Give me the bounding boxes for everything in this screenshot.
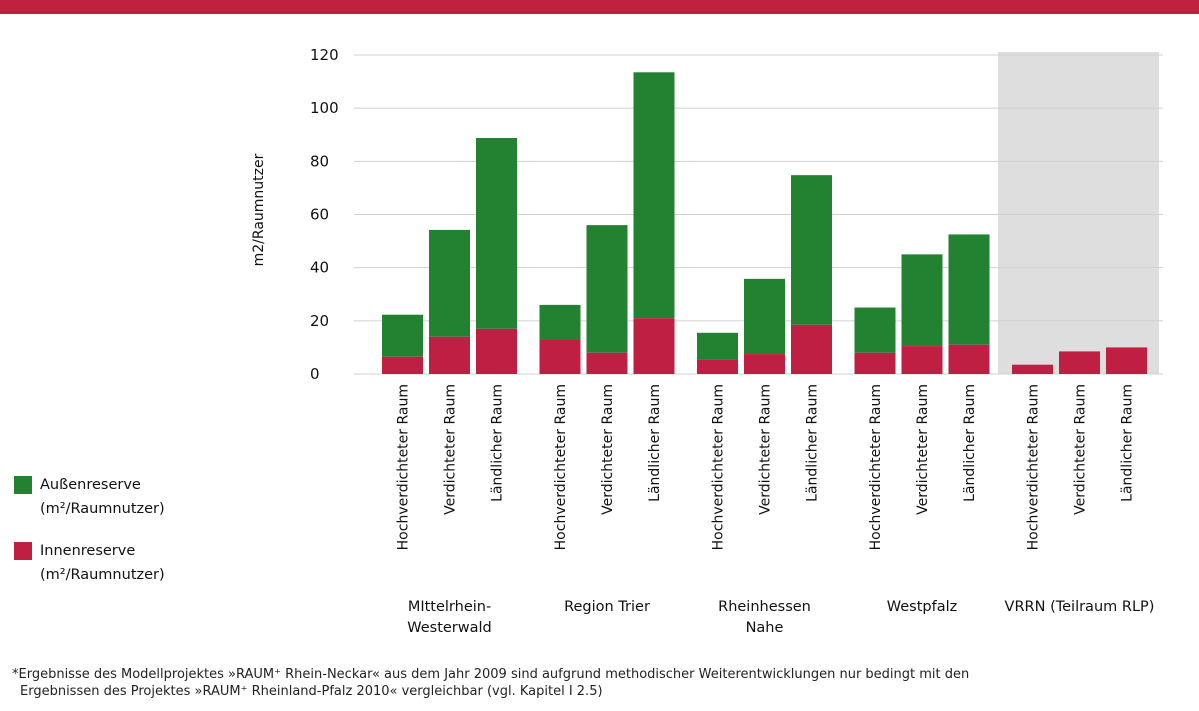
bar-innenreserve (901, 346, 943, 374)
category-label: Ländlicher Raum (1120, 384, 1136, 502)
highlight-background (998, 52, 1159, 374)
bar-aussenreserve (948, 234, 990, 345)
top-accent-bar (0, 0, 1199, 14)
category-label: Verdichteter Raum (915, 384, 931, 515)
y-axis-title: m2/Raumnutzer (251, 153, 267, 266)
footnote: *Ergebnisse des Modellprojektes »RAUM⁺ R… (12, 666, 1192, 700)
legend-label-innenreserve: Innenreserve (40, 543, 136, 559)
bar-innenreserve (476, 328, 517, 374)
bar-innenreserve (429, 336, 470, 374)
group-label: VRRN (Teilraum RLP) (1005, 599, 1155, 615)
y-tick-label: 20 (310, 312, 329, 330)
legend-label-aussenreserve: Außenreserve (40, 477, 141, 493)
y-tick-label: 0 (310, 365, 320, 383)
y-tick-label: 40 (310, 259, 329, 277)
bar-aussenreserve (539, 304, 581, 340)
category-label: Ländlicher Raum (647, 384, 663, 502)
category-label: Hochverdichteter Raum (553, 384, 569, 550)
bar-aussenreserve (633, 72, 675, 319)
y-tick-label: 80 (310, 152, 329, 170)
group-label: Region Trier (564, 599, 650, 615)
legend-swatch-aussenreserve (14, 476, 32, 494)
bar-aussenreserve (429, 229, 470, 337)
group-label: MIttelrhein- (408, 599, 491, 615)
bar-innenreserve (633, 318, 675, 374)
bar-innenreserve (744, 354, 785, 374)
y-tick-label: 100 (310, 99, 339, 117)
bar-innenreserve (791, 324, 832, 374)
bar-aussenreserve (382, 314, 423, 357)
bar-innenreserve (1012, 364, 1053, 374)
category-label: Ländlicher Raum (805, 384, 821, 502)
category-label: Hochverdichteter Raum (711, 384, 727, 550)
bar-aussenreserve (586, 225, 628, 353)
bar-aussenreserve (744, 278, 785, 355)
legend-item-innenreserve: Innenreserve (m²/Raumnutzer) (14, 539, 165, 587)
bar-aussenreserve (901, 254, 943, 347)
category-label: Ländlicher Raum (962, 384, 978, 502)
category-label: Verdichteter Raum (443, 384, 459, 515)
footnote-line-2: Ergebnissen des Projektes »RAUM⁺ Rheinla… (20, 684, 603, 699)
group-label: Nahe (746, 620, 784, 636)
category-label: Verdichteter Raum (758, 384, 774, 515)
stacked-bar-chart: 0 20 40 60 80 100 120 m2/Raumnutzer Hochverdicht… (251, 46, 1163, 636)
bar-innenreserve (539, 339, 581, 374)
bar-innenreserve (382, 356, 423, 374)
bar-aussenreserve (476, 137, 517, 329)
bar-innenreserve (948, 344, 990, 374)
bar-innenreserve (697, 359, 738, 374)
group-label: Rheinhessen (718, 599, 811, 615)
category-label: Verdichteter Raum (1073, 384, 1089, 515)
legend-unit-aussenreserve: (m²/Raumnutzer) (40, 501, 165, 517)
legend-item-aussenreserve: Außenreserve (m²/Raumnutzer) (14, 473, 165, 521)
legend: Außenreserve (m²/Raumnutzer) Innenreserv… (14, 473, 165, 605)
group-label: Westerwald (407, 620, 492, 636)
category-label: Ländlicher Raum (490, 384, 506, 502)
group-label: Westpfalz (887, 599, 957, 615)
category-label: Hochverdichteter Raum (868, 384, 884, 550)
category-label: Hochverdichteter Raum (396, 384, 412, 550)
category-label: Hochverdichteter Raum (1026, 384, 1042, 550)
y-tick-label: 60 (310, 206, 329, 224)
legend-swatch-innenreserve (14, 542, 32, 560)
legend-unit-innenreserve: (m²/Raumnutzer) (40, 567, 165, 583)
footnote-line-1: *Ergebnisse des Modellprojektes »RAUM⁺ R… (12, 667, 970, 682)
bar-aussenreserve (854, 307, 896, 353)
bar-aussenreserve (791, 175, 832, 325)
bar-innenreserve (1059, 351, 1100, 374)
bar-innenreserve (1106, 347, 1147, 374)
bar-aussenreserve (697, 332, 738, 360)
y-tick-label: 120 (310, 46, 339, 64)
bar-innenreserve (586, 352, 628, 374)
category-label: Verdichteter Raum (600, 384, 616, 515)
bar-innenreserve (854, 352, 896, 374)
